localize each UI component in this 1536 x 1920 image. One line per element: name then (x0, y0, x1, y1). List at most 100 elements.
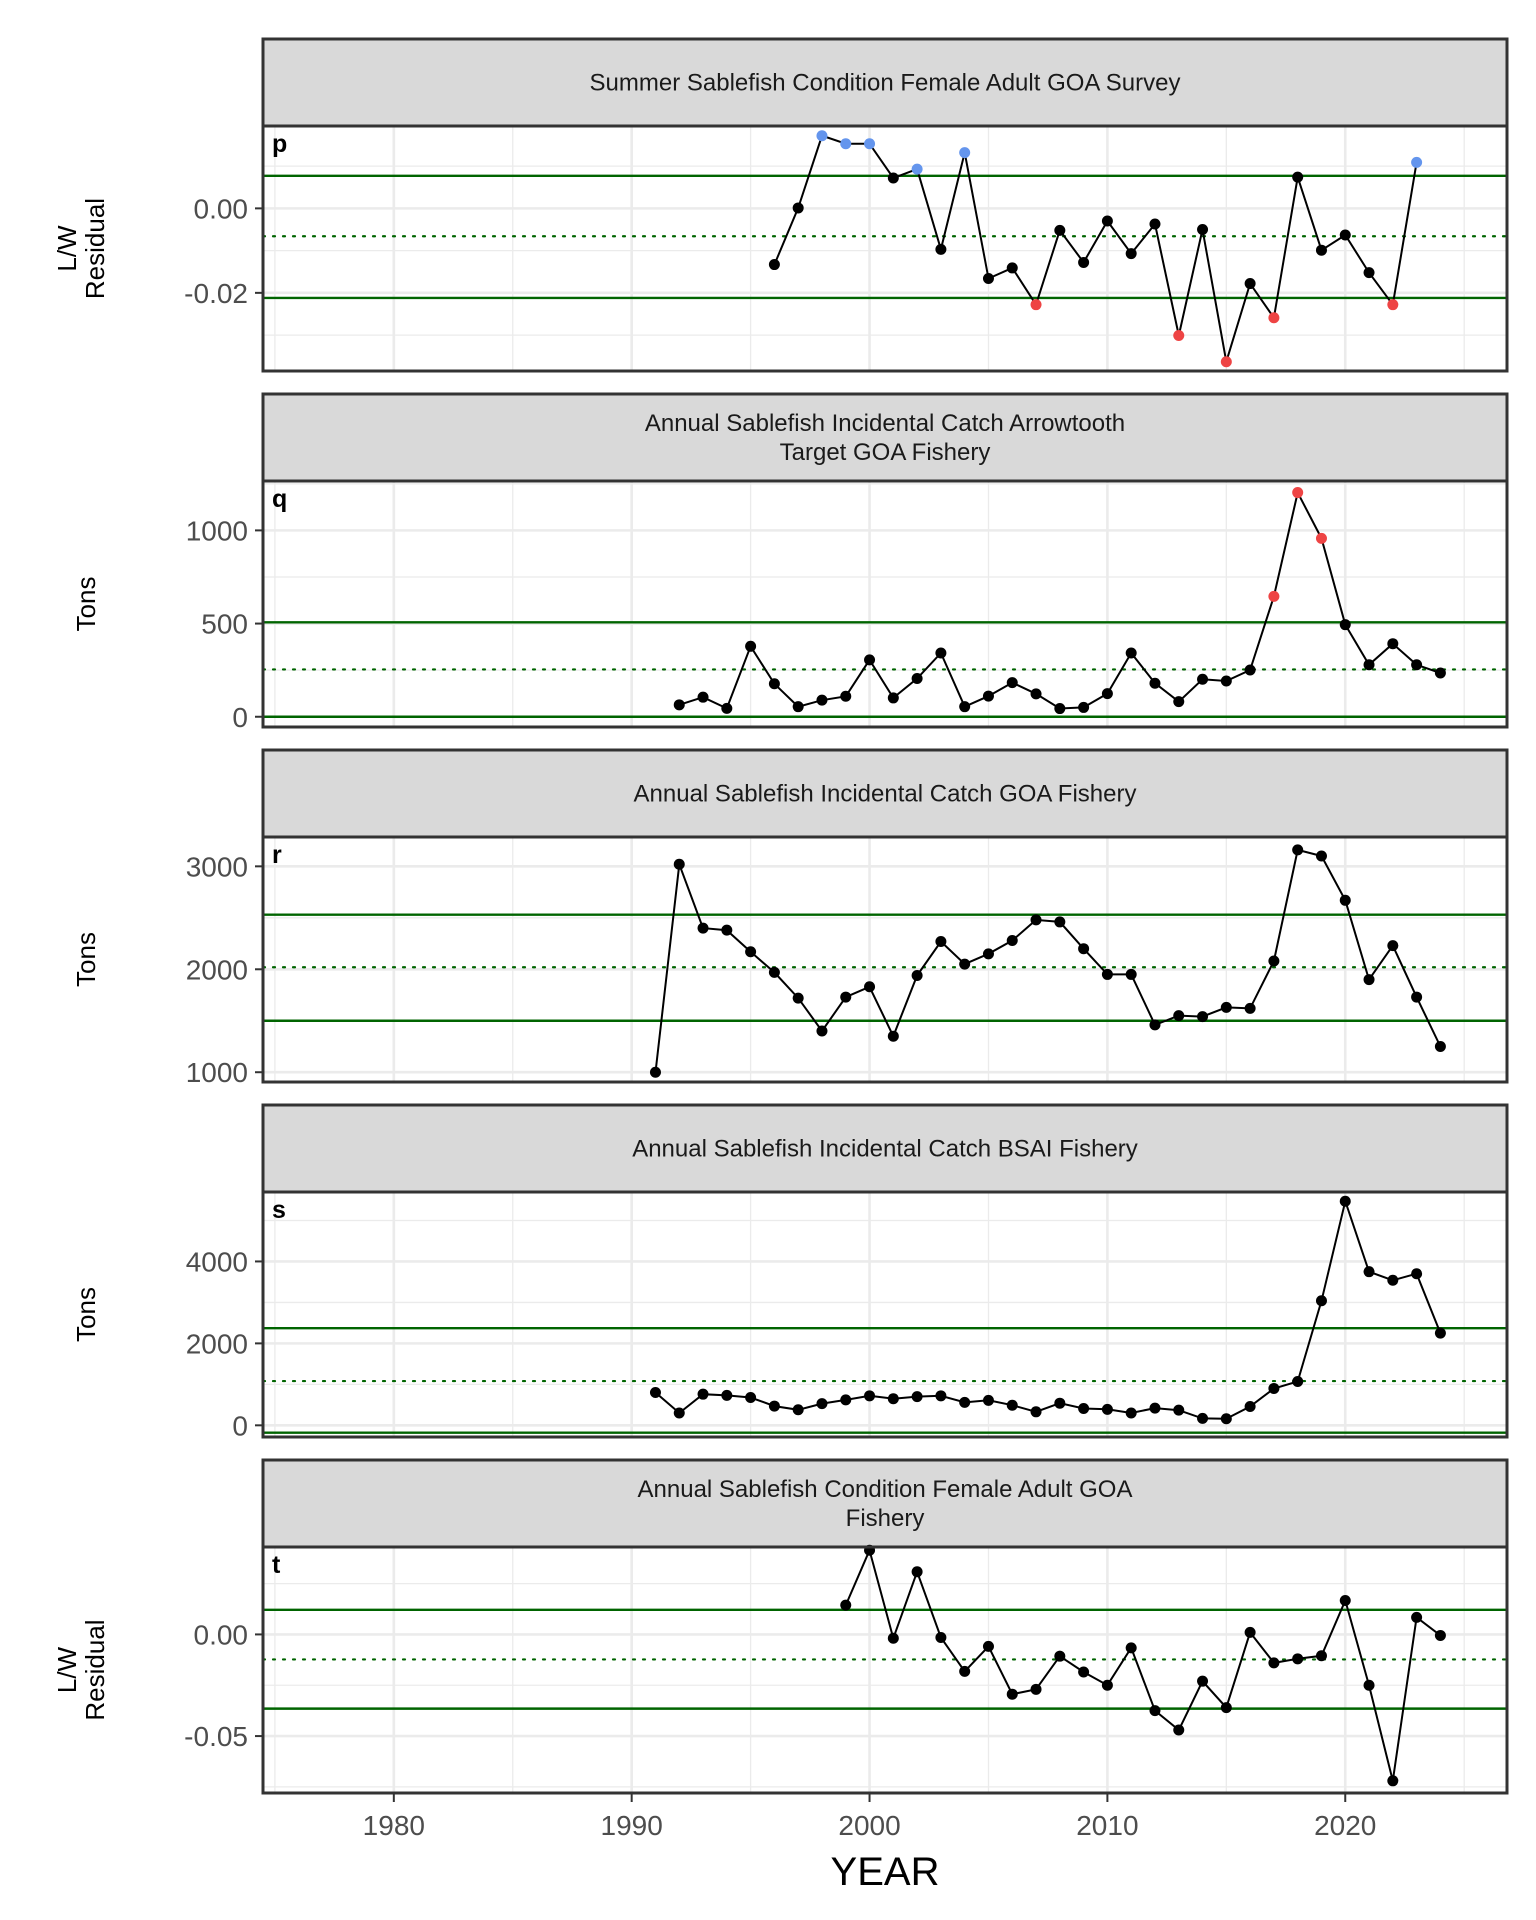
panel-letter: t (272, 1551, 281, 1579)
data-point (1078, 943, 1090, 955)
panel-t: Annual Sablefish Condition Female Adult … (52, 1458, 1509, 1795)
data-point (1387, 1274, 1399, 1286)
data-point (1078, 1666, 1090, 1678)
panel-title: Fishery (846, 1505, 925, 1532)
data-point (673, 1407, 685, 1419)
data-point (1054, 916, 1066, 928)
plot-border (261, 835, 1509, 1084)
plot-border (261, 1545, 1509, 1795)
data-point (1101, 215, 1113, 227)
data-point (673, 858, 685, 870)
data-point (1197, 1412, 1209, 1424)
data-point (1315, 532, 1327, 544)
data-point (982, 1394, 994, 1406)
data-point (816, 130, 828, 142)
data-point (1268, 1382, 1280, 1394)
data-point (1220, 1702, 1232, 1714)
data-point (935, 647, 947, 659)
data-point (1220, 1001, 1232, 1013)
data-point (887, 172, 899, 184)
data-point (1268, 312, 1280, 324)
data-point (864, 1390, 876, 1402)
data-point (1054, 1397, 1066, 1409)
data-point (1292, 1375, 1304, 1387)
y-tick-label: 1000 (186, 515, 248, 546)
x-tick-label: 2010 (1076, 1810, 1138, 1841)
x-tick-label: 1990 (601, 1810, 663, 1841)
data-point (887, 1393, 899, 1405)
data-point (1315, 244, 1327, 256)
data-point (1078, 701, 1090, 713)
data-point (935, 935, 947, 947)
panel-letter: p (272, 130, 287, 158)
series-line (773, 134, 1418, 362)
plot-border (261, 1190, 1509, 1439)
y-axis-title: Residual (80, 1619, 110, 1720)
panel-title: Annual Sablefish Incidental Catch BSAI F… (632, 1136, 1138, 1163)
data-point (935, 1631, 947, 1643)
data-point (697, 1388, 709, 1400)
data-point (768, 678, 780, 690)
data-point (1292, 1653, 1304, 1665)
panel-letter: s (272, 1196, 286, 1224)
data-point (1006, 262, 1018, 274)
data-point (1197, 223, 1209, 235)
data-point (1387, 299, 1399, 311)
data-point (1149, 1402, 1161, 1414)
x-tick-label: 2020 (1314, 1810, 1376, 1841)
data-point (768, 966, 780, 978)
data-point (1173, 696, 1185, 708)
panel-strip (261, 748, 1509, 839)
y-axis-title: Tons (71, 932, 101, 987)
data-point (1244, 1626, 1256, 1638)
plot-border (261, 124, 1509, 373)
data-point (1339, 619, 1351, 631)
data-point (1411, 156, 1423, 168)
data-point (1149, 1705, 1161, 1717)
data-point (982, 690, 994, 702)
data-point (1268, 955, 1280, 967)
panels: Summer Sablefish Condition Female Adult … (52, 37, 1509, 1795)
panel-strip (261, 1103, 1509, 1194)
plot-background (263, 481, 1507, 727)
data-point (1292, 487, 1304, 499)
data-point (721, 1389, 733, 1401)
data-point (1101, 1403, 1113, 1415)
data-point (1315, 850, 1327, 862)
series-line (844, 1547, 1442, 1782)
y-tick-label: 0.00 (194, 193, 249, 224)
data-point (1411, 1268, 1423, 1280)
data-point (1006, 934, 1018, 946)
data-point (959, 958, 971, 970)
data-point (1149, 1019, 1161, 1031)
panel-title: Annual Sablefish Condition Female Adult … (638, 1476, 1133, 1503)
data-point (721, 702, 733, 714)
data-point (1030, 914, 1042, 926)
y-tick-label: 3000 (186, 851, 248, 882)
series-line (654, 1197, 1442, 1420)
plot-border (261, 479, 1509, 729)
data-point (1125, 1407, 1137, 1419)
data-point (768, 259, 780, 271)
data-point (1125, 1642, 1137, 1654)
data-point (745, 946, 757, 958)
y-tick-label: -0.05 (184, 1721, 248, 1752)
data-point (1363, 659, 1375, 671)
data-point (1220, 356, 1232, 368)
data-point (792, 701, 804, 713)
data-point (792, 202, 804, 214)
data-point (697, 691, 709, 703)
data-point (911, 1391, 923, 1403)
data-point (697, 922, 709, 934)
data-point (816, 1398, 828, 1410)
data-point (1173, 1010, 1185, 1022)
data-point (649, 1066, 661, 1078)
y-axis-title: Residual (80, 198, 110, 299)
data-point (1339, 229, 1351, 241)
data-point (1173, 1404, 1185, 1416)
data-point (768, 1400, 780, 1412)
data-point (1101, 688, 1113, 700)
data-point (1149, 218, 1161, 230)
x-tick-label: 1980 (363, 1810, 425, 1841)
data-point (1006, 1399, 1018, 1411)
